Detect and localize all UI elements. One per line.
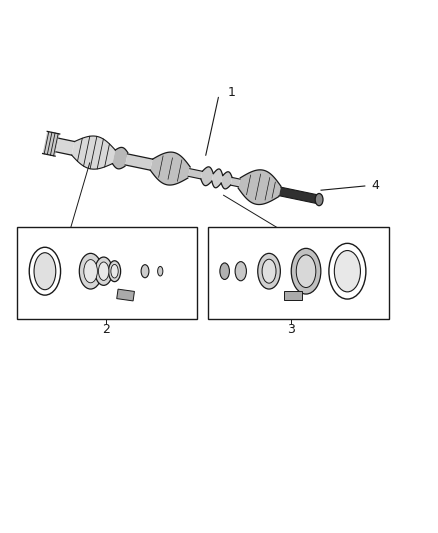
Polygon shape	[72, 136, 115, 169]
Ellipse shape	[334, 251, 360, 292]
Ellipse shape	[235, 262, 247, 281]
Ellipse shape	[220, 263, 230, 279]
Ellipse shape	[109, 261, 120, 281]
Polygon shape	[125, 154, 152, 170]
Polygon shape	[150, 152, 190, 185]
Polygon shape	[221, 172, 232, 189]
Text: 3: 3	[287, 323, 295, 336]
Bar	[284, 291, 302, 301]
Bar	[17, 228, 197, 319]
Polygon shape	[212, 169, 223, 188]
Ellipse shape	[111, 264, 118, 278]
Text: 4: 4	[371, 180, 379, 192]
Ellipse shape	[291, 248, 321, 294]
Ellipse shape	[84, 260, 97, 283]
Polygon shape	[188, 168, 202, 179]
Polygon shape	[201, 167, 213, 185]
Text: 2: 2	[102, 323, 110, 336]
Text: 1: 1	[228, 86, 236, 99]
Polygon shape	[42, 131, 60, 156]
Ellipse shape	[95, 257, 113, 285]
Bar	[208, 228, 389, 319]
Polygon shape	[279, 187, 320, 204]
Bar	[117, 289, 134, 301]
Ellipse shape	[315, 193, 323, 206]
Polygon shape	[238, 170, 281, 205]
Ellipse shape	[34, 253, 56, 290]
Ellipse shape	[296, 255, 316, 287]
Polygon shape	[56, 138, 74, 155]
Ellipse shape	[29, 247, 60, 295]
Ellipse shape	[79, 253, 102, 289]
Ellipse shape	[329, 244, 366, 299]
Ellipse shape	[158, 266, 163, 276]
Polygon shape	[113, 148, 128, 169]
Ellipse shape	[99, 262, 109, 280]
Ellipse shape	[141, 265, 149, 278]
Polygon shape	[230, 177, 240, 187]
Ellipse shape	[258, 253, 280, 289]
Ellipse shape	[262, 259, 276, 283]
